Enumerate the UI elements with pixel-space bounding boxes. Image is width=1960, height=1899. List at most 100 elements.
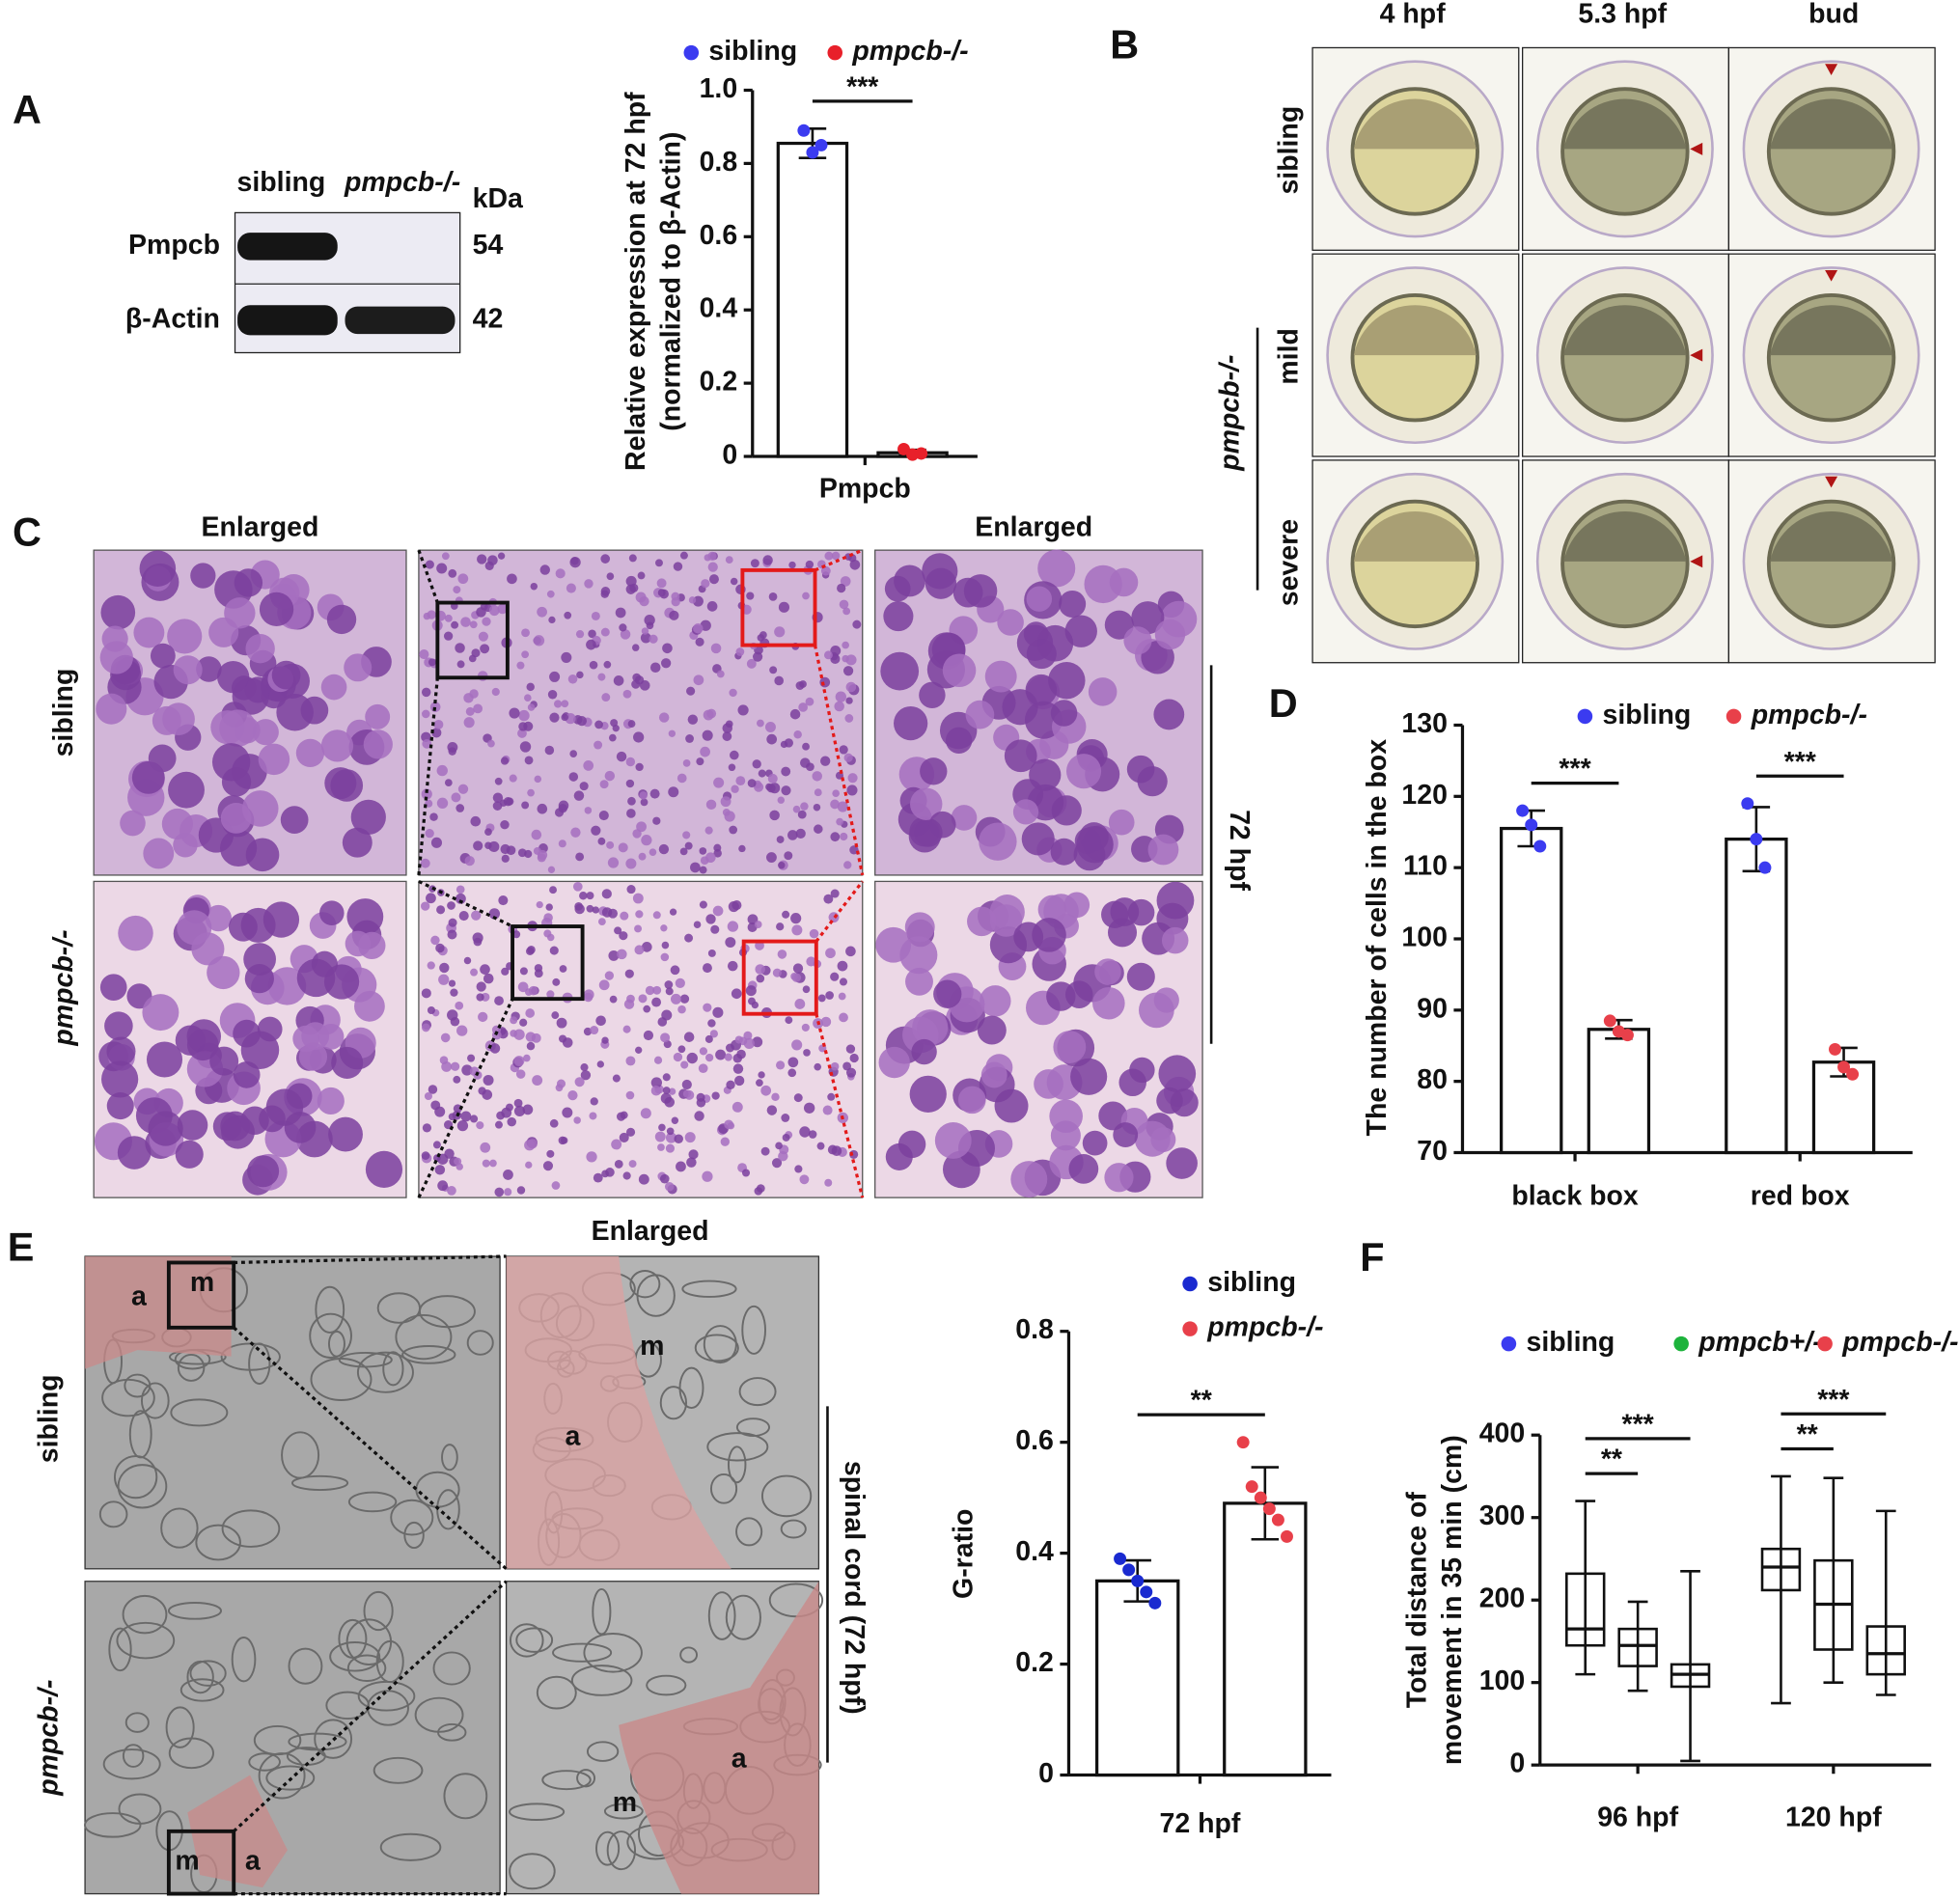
cell — [776, 1060, 786, 1070]
em-texture — [629, 1270, 661, 1299]
cell — [777, 796, 786, 804]
em-texture — [583, 1632, 643, 1673]
cell — [628, 1160, 637, 1169]
bar — [1725, 838, 1788, 1155]
cell — [500, 843, 511, 855]
em-texture — [288, 1647, 323, 1685]
cell — [1059, 590, 1087, 619]
cell — [688, 1149, 699, 1160]
significance-label: ** — [1797, 1419, 1819, 1450]
cell — [817, 994, 826, 1003]
cell — [590, 1097, 598, 1106]
cell — [781, 1114, 790, 1122]
cell — [702, 963, 712, 974]
em-texture — [314, 1719, 353, 1759]
y-tick-label: 0 — [1038, 1758, 1054, 1789]
cell — [760, 1146, 770, 1156]
cell — [625, 779, 635, 788]
cell — [942, 653, 977, 688]
cell — [549, 671, 561, 682]
cell — [519, 1018, 528, 1027]
cell — [984, 660, 1017, 693]
cell — [606, 840, 615, 849]
blastoderm — [1563, 305, 1687, 356]
cell — [1101, 900, 1129, 928]
cell — [799, 1174, 810, 1185]
significance-label: *** — [846, 71, 879, 102]
cell — [526, 682, 535, 692]
cell — [1026, 586, 1053, 612]
y-axis-label: The number of cells in the box — [1362, 739, 1393, 1137]
cell — [726, 1080, 735, 1089]
cell — [455, 643, 465, 653]
cell — [523, 1054, 531, 1062]
em-texture — [541, 1770, 592, 1791]
cell — [516, 661, 525, 670]
cell — [525, 947, 535, 955]
cell — [730, 750, 739, 760]
cell — [705, 852, 716, 864]
cell — [505, 1103, 513, 1112]
cell — [232, 677, 269, 715]
cell — [560, 1137, 568, 1144]
cell — [830, 1061, 840, 1071]
cell — [1004, 739, 1037, 773]
cell — [880, 651, 920, 691]
cell — [120, 810, 146, 837]
zoom-line — [814, 548, 864, 572]
cell — [436, 797, 449, 810]
y-tick-label: 0.2 — [1015, 1647, 1054, 1678]
cell — [787, 830, 798, 840]
cell — [258, 743, 290, 776]
cell — [665, 1132, 677, 1143]
column-label: Enlarged — [975, 512, 1092, 543]
arrow — [1825, 64, 1838, 75]
cell — [224, 597, 256, 629]
cell — [463, 956, 472, 965]
cell — [614, 926, 622, 935]
cell — [619, 931, 628, 941]
em-texture — [122, 1594, 168, 1635]
cell — [458, 911, 469, 922]
cell — [497, 552, 506, 560]
cell — [167, 619, 203, 654]
row-label: severe — [1273, 519, 1304, 606]
cell — [518, 722, 528, 731]
cell — [842, 607, 851, 616]
cell — [722, 723, 733, 733]
cell — [434, 1165, 446, 1175]
em-texture — [659, 1386, 688, 1420]
panel-label: C — [13, 509, 41, 555]
cell — [845, 681, 857, 693]
cell — [589, 660, 598, 670]
cell — [1068, 1154, 1099, 1184]
cell — [758, 769, 766, 778]
cell — [756, 1079, 763, 1087]
cell — [1129, 1057, 1155, 1084]
cell — [1126, 962, 1155, 991]
cell — [967, 906, 997, 937]
cell — [470, 968, 479, 977]
cell — [664, 1181, 675, 1192]
legend-label: sibling — [708, 36, 797, 67]
data-point — [797, 124, 811, 137]
cell — [365, 703, 391, 729]
cell — [460, 1111, 472, 1122]
photos — [84, 46, 1936, 1896]
cell — [716, 670, 725, 678]
cell — [650, 1085, 662, 1096]
cell — [782, 1134, 790, 1142]
cell — [644, 615, 655, 626]
cell — [617, 949, 627, 960]
cell — [737, 704, 749, 716]
cell — [516, 1186, 526, 1195]
cell — [451, 792, 461, 803]
cell — [491, 687, 500, 697]
cell — [175, 1140, 204, 1169]
cell — [131, 760, 165, 794]
cell — [665, 987, 674, 996]
cell — [823, 894, 834, 904]
cell — [720, 796, 732, 808]
cell — [847, 773, 858, 784]
cell — [627, 720, 636, 728]
